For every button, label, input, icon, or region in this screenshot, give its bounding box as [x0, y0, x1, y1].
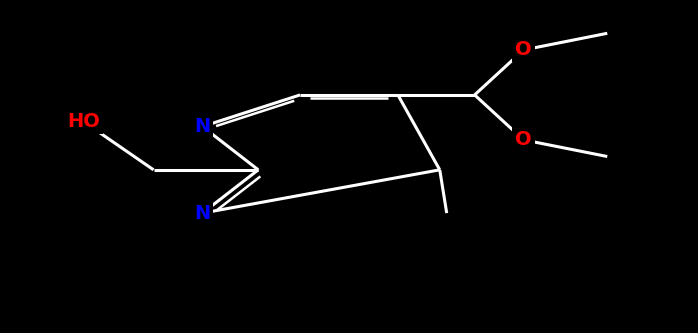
Text: N: N: [194, 203, 211, 223]
Text: O: O: [515, 130, 532, 150]
Text: O: O: [515, 40, 532, 60]
Text: HO: HO: [67, 112, 101, 131]
Text: N: N: [194, 117, 211, 136]
